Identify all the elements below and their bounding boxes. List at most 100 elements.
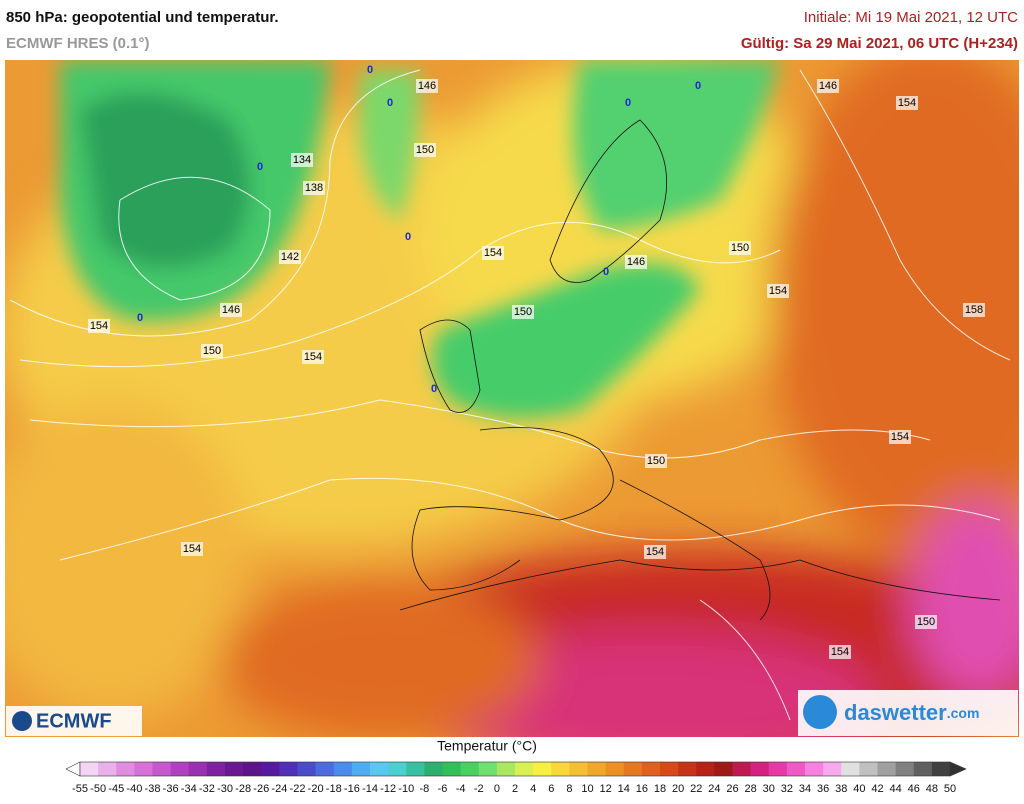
contour-label-bg [291,153,313,167]
low-marker: 0 [695,80,701,92]
contour-label-bg [645,454,667,468]
colorbar-tick-label: 40 [853,783,865,795]
contour-label: 154 [831,646,849,658]
contour-label: 154 [891,431,909,443]
colorbar-tick-label: 20 [672,783,684,795]
colorbar-cell [786,762,806,776]
contour-label: 138 [305,182,323,194]
contour-label-bg [729,241,751,255]
low-marker: 0 [387,97,393,109]
colorbar-tick-label: -6 [438,783,448,795]
colorbar-tick-label: -12 [380,783,396,795]
colorbar-tick-label: 26 [726,783,738,795]
colorbar-tick-label: 50 [944,783,956,795]
colorbar-tick-label: 42 [871,783,883,795]
colorbar-frame [79,761,951,777]
colorbar-tick-label: -20 [308,783,324,795]
colorbar-cell [170,762,190,776]
colorbar-cell [351,762,371,776]
colorbar-cell [460,762,480,776]
contour-label: 150 [731,242,749,254]
colorbar-cell [315,762,335,776]
colorbar-tick-label: -38 [145,783,161,795]
contour-label: 134 [293,154,311,166]
colorbar-cell [805,762,824,776]
colorbar-cell [569,762,588,776]
contour-label: 150 [203,345,221,357]
colorbar-cell [243,762,262,776]
contour-label-bg [414,143,436,157]
colorbar-cell [859,762,878,776]
colorbar-tick-label: 2 [512,783,518,795]
colorbar-low-end [65,761,81,777]
contour-label-bg [302,350,324,364]
contour-label-bg [181,542,203,556]
colorbar-cell [750,762,770,776]
contour-label: 146 [819,80,837,92]
colorbar-tick-label: 6 [548,783,554,795]
contour-label: 154 [898,97,916,109]
colorbar-tick-label: 18 [654,783,666,795]
colorbar-cell [551,762,570,776]
colorbar-cell [768,762,788,776]
colorbar-tick-label: -24 [271,783,287,795]
colorbar-cell [660,762,679,776]
low-marker: 0 [431,383,437,395]
low-marker: 0 [625,97,631,109]
logo-right: daswetter.com [844,700,979,725]
colorbar-tick-label: 0 [494,783,500,795]
colorbar-cell [261,762,280,776]
contour-label-bg [482,246,504,260]
colorbar-cell [98,762,117,776]
colorbar-title: Temperatur (°C) [437,738,537,754]
colorbar-cell [587,762,607,776]
contour-label: 146 [627,256,645,268]
colorbar-tick-label: -22 [290,783,306,795]
contour-label-bg [88,319,110,333]
colorbar-cell [134,762,153,776]
init-time: Initiale: Mi 19 Mai 2021, 12 UTC [804,9,1018,26]
contour-label-bg [220,303,242,317]
contour-label-bg [644,545,666,559]
colorbar-tick-label: -50 [90,783,106,795]
colorbar-tick-label: 48 [926,783,938,795]
contour-label: 150 [647,455,665,467]
colorbar-tick-label: -36 [163,783,179,795]
map: 146 146 154 134 150 138 142 154 146 150 154 146 154 1… [5,60,1019,737]
colorbar-tick-label: -55 [72,783,88,795]
colorbar-tick-label: -10 [398,783,414,795]
colorbar-tick-label: 16 [636,783,648,795]
contour-label-bg [201,344,223,358]
low-marker: 0 [137,312,143,324]
colorbar-tick-label: -26 [253,783,269,795]
colorbar-cell [895,762,915,776]
colorbar-tick-label: 38 [835,783,847,795]
colorbar-cell [641,762,661,776]
colorbar-cell [696,762,715,776]
contour-label-bg [279,250,301,264]
colorbar-tick-label: 8 [566,783,572,795]
contour-label-bg [889,430,911,444]
colorbar-cell [913,762,933,776]
colorbar-tick-label: -32 [199,783,215,795]
colorbar-cell [496,762,516,776]
colorbar-cell [333,762,353,776]
contour-label: 154 [646,546,664,558]
colorbar-tick-label: 28 [745,783,757,795]
low-marker: 0 [603,266,609,278]
colorbar-tick-label: 36 [817,783,829,795]
colorbar-tick-label: -4 [456,783,466,795]
low-marker: 0 [405,231,411,243]
colorbar-tick-label: -8 [419,783,429,795]
colorbar-cell [370,762,389,776]
contour-label-bg [817,79,839,93]
colorbar-tick-label: 12 [600,783,612,795]
colorbar-cell [206,762,226,776]
colorbar-cell [225,762,244,776]
coastlines [399,119,1001,621]
contour-label: 158 [965,304,983,316]
colorbar-cell [623,762,643,776]
ecmwf-icon [12,711,32,731]
